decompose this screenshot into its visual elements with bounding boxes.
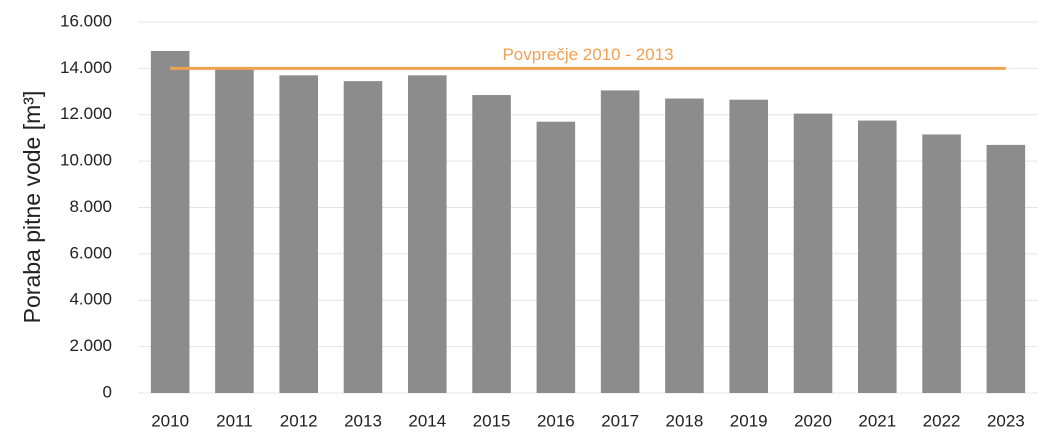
- y-tick-label: 10.000: [60, 151, 112, 170]
- x-tick-label: 2015: [473, 411, 511, 430]
- bar: [279, 75, 318, 394]
- x-tick-label: 2023: [987, 411, 1025, 430]
- y-tick-label: 14.000: [60, 58, 112, 77]
- bar: [858, 120, 897, 393]
- bar: [472, 95, 511, 394]
- x-tick-label: 2019: [730, 411, 768, 430]
- y-tick-label: 2.000: [69, 336, 112, 355]
- y-tick-label: 0: [103, 382, 112, 401]
- y-tick-label: 8.000: [69, 197, 112, 216]
- bar: [922, 134, 961, 393]
- x-tick-label: 2011: [216, 411, 253, 430]
- bar: [343, 81, 383, 394]
- y-tick-label: 4.000: [69, 290, 112, 309]
- y-tick-label: 12.000: [60, 104, 112, 123]
- x-tick-label: 2021: [858, 411, 896, 430]
- bar: [986, 144, 1026, 393]
- x-tick-label: 2016: [537, 411, 575, 430]
- bar: [600, 90, 640, 393]
- bar: [150, 50, 190, 393]
- x-tick-label: 2013: [344, 411, 382, 430]
- x-tick-label: 2020: [794, 411, 832, 430]
- x-tick-label: 2022: [923, 411, 961, 430]
- x-tick-label: 2012: [280, 411, 318, 430]
- average-label: Povprečje 2010 - 2013: [502, 45, 673, 64]
- bar: [215, 68, 254, 393]
- bar: [729, 99, 768, 393]
- y-tick-label: 6.000: [69, 243, 112, 262]
- y-axis-label: Poraba pitne vode [m³]: [19, 91, 45, 324]
- bar: [408, 75, 447, 394]
- x-tick-label: 2018: [666, 411, 704, 430]
- y-tick-label: 16.000: [60, 11, 112, 30]
- bar: [793, 113, 833, 393]
- x-tick-label: 2017: [601, 411, 639, 430]
- x-tick-label: 2010: [151, 411, 189, 430]
- bar: [536, 121, 576, 394]
- bar: [665, 98, 704, 394]
- x-tick-label: 2014: [408, 411, 446, 430]
